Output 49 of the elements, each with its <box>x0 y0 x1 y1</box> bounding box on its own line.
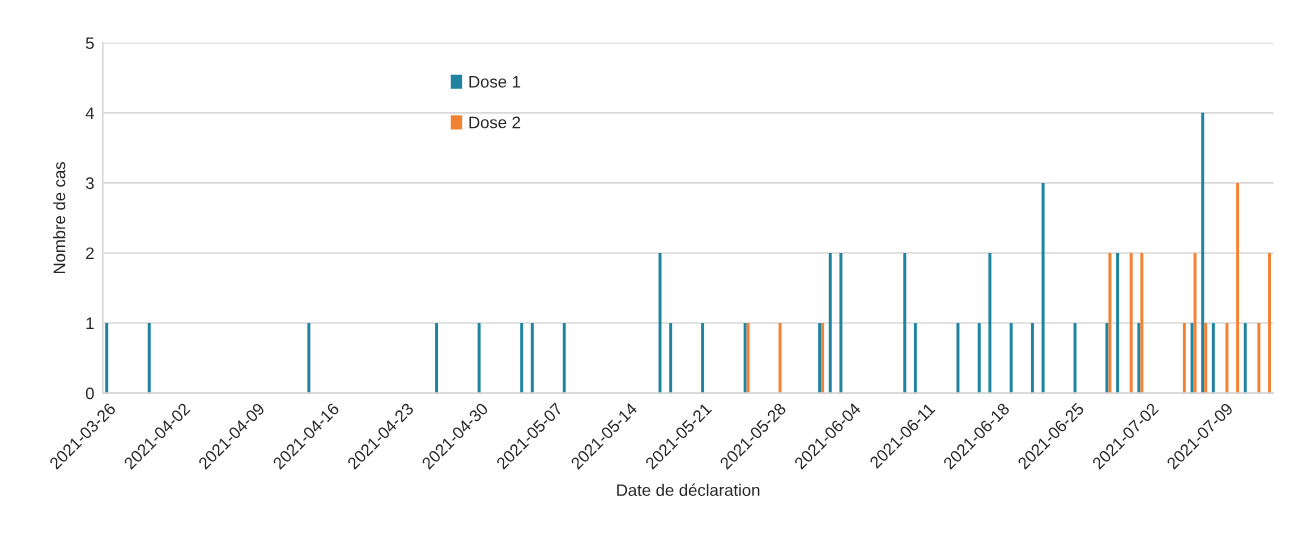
y-tick-label: 3 <box>85 177 94 190</box>
bar <box>147 323 151 394</box>
bar <box>1268 252 1272 394</box>
bar <box>520 323 524 394</box>
bar <box>1137 323 1141 394</box>
bar <box>1116 252 1120 394</box>
bar <box>105 323 109 394</box>
bar <box>562 323 566 394</box>
legend-label: Dose 2 <box>469 116 521 129</box>
bar <box>658 252 662 394</box>
bar <box>913 323 917 394</box>
y-tick-label: 5 <box>85 37 94 50</box>
bar <box>1030 323 1034 394</box>
bar <box>956 323 960 394</box>
bar <box>1225 323 1229 394</box>
legend-label: Dose 1 <box>469 76 521 88</box>
bar <box>839 252 843 394</box>
bar <box>1140 252 1144 394</box>
bar <box>1190 323 1194 394</box>
bar <box>477 323 481 394</box>
bar <box>1201 112 1205 394</box>
y-tick-label: 1 <box>86 317 94 330</box>
bar <box>988 252 992 394</box>
bar <box>1009 323 1013 394</box>
y-tick-label: 4 <box>85 107 95 119</box>
bar <box>1211 323 1215 394</box>
bar <box>1257 323 1261 394</box>
bar <box>1108 252 1112 394</box>
bar <box>435 323 439 394</box>
bar <box>307 323 311 394</box>
bar <box>1105 323 1109 394</box>
y-tick-label: 2 <box>86 247 94 260</box>
x-axis-title: Date de déclaration <box>617 483 760 497</box>
bar <box>903 252 907 394</box>
bar <box>701 323 705 394</box>
bar <box>1129 252 1133 394</box>
bar <box>1236 182 1240 394</box>
bar <box>778 323 782 394</box>
bar <box>1204 323 1208 394</box>
bar <box>530 323 534 394</box>
bar <box>1041 182 1045 394</box>
bar <box>1243 323 1247 394</box>
bar <box>1182 323 1186 394</box>
bar <box>669 323 673 394</box>
bar <box>977 323 981 394</box>
bar <box>828 252 832 394</box>
y-tick-label: 0 <box>85 387 94 400</box>
bar <box>1193 252 1197 394</box>
y-axis-title: Nombre de cas <box>53 162 66 274</box>
